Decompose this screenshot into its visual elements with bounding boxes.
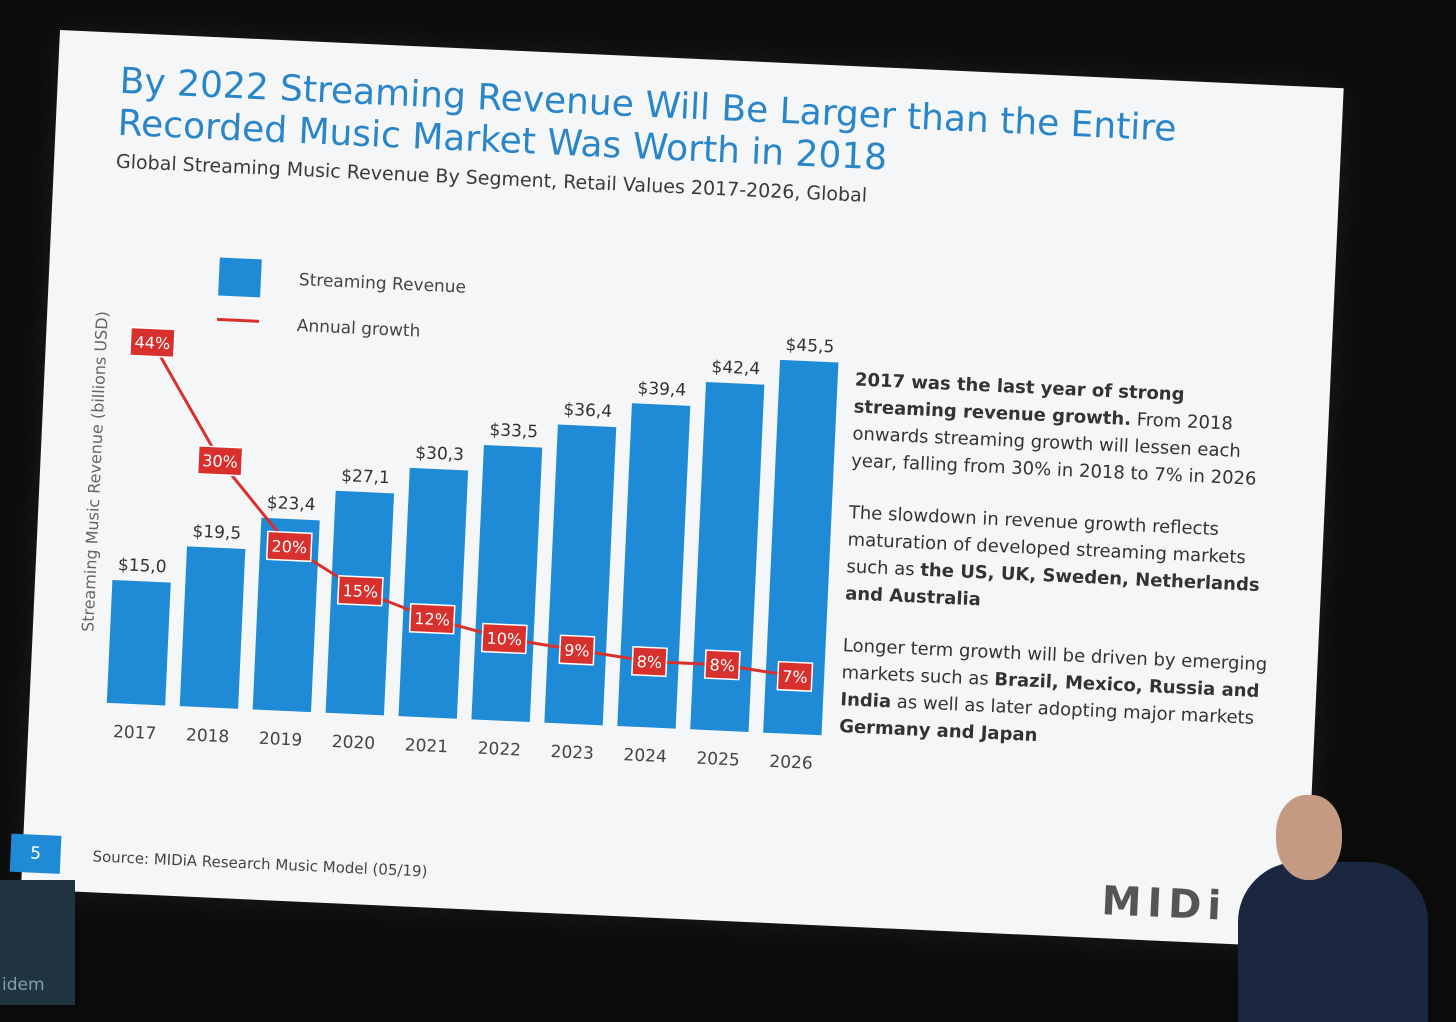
- bar-2024: [617, 403, 691, 729]
- x-tick-label-2021: 2021: [404, 735, 448, 757]
- legend-swatch-growth: [216, 317, 260, 323]
- bar-2021: [398, 467, 469, 719]
- note-3-bold-2: Germany and Japan: [838, 716, 1038, 747]
- podium: [0, 880, 75, 1005]
- x-tick-label-2019: 2019: [258, 729, 302, 751]
- growth-label-box-2026: [776, 660, 814, 692]
- growth-label-2019: 20%: [271, 537, 307, 558]
- growth-label-2022: 10%: [486, 629, 522, 650]
- growth-label-2024: 8%: [636, 652, 662, 672]
- note-1: 2017 was the last year of strong streami…: [851, 366, 1285, 493]
- midia-logo: MIDi: [1100, 878, 1229, 930]
- growth-label-2021: 12%: [414, 609, 450, 630]
- growth-label-2023: 9%: [564, 640, 590, 660]
- growth-label-2025: 8%: [709, 655, 735, 675]
- x-tick-label-2020: 2020: [331, 732, 375, 754]
- bar-value-label-2025: $42,4: [711, 357, 761, 379]
- growth-label-2018: 30%: [202, 451, 238, 472]
- x-tick-label-2017: 2017: [113, 722, 157, 744]
- x-tick-label-2018: 2018: [186, 725, 230, 747]
- growth-label-2020: 15%: [342, 581, 378, 602]
- note-2: The slowdown in revenue growth reflects …: [845, 499, 1279, 626]
- growth-label-2017: 44%: [134, 333, 170, 354]
- growth-label-box-2022: [480, 622, 528, 655]
- growth-label-box-2020: [336, 574, 384, 607]
- bar-value-label-2026: $45,5: [785, 335, 835, 357]
- growth-label-2026: 7%: [782, 667, 808, 687]
- legend-label-growth: Annual growth: [296, 316, 420, 342]
- page-number: 5: [9, 833, 62, 874]
- bar-2022: [471, 444, 543, 723]
- bar-value-label-2021: $30,3: [415, 443, 465, 465]
- growth-label-box-2025: [703, 649, 741, 681]
- bar-2019: [252, 517, 320, 713]
- slide: By 2022 Streaming Revenue Will Be Larger…: [9, 30, 1344, 948]
- x-tick-label-2024: 2024: [623, 745, 667, 767]
- x-tick-label-2026: 2026: [769, 752, 813, 774]
- podium-label: idem: [2, 975, 45, 995]
- growth-label-box-2019: [265, 530, 313, 563]
- bar-2025: [690, 381, 765, 732]
- x-tick-label-2023: 2023: [550, 742, 594, 764]
- bar-2026: [763, 359, 839, 736]
- x-tick-label-2025: 2025: [696, 749, 740, 771]
- x-tick-label-2022: 2022: [477, 739, 521, 761]
- note-3: Longer term growth will be driven by eme…: [839, 632, 1273, 759]
- speaker-body: [1238, 862, 1428, 1022]
- growth-line: [151, 341, 796, 678]
- growth-label-box-2023: [558, 634, 596, 666]
- growth-label-box-2024: [631, 646, 668, 678]
- slide-notes: 2017 was the last year of strong streami…: [837, 366, 1285, 784]
- growth-label-box-2017: [129, 326, 176, 359]
- bar-value-label-2017: $15,0: [117, 555, 167, 577]
- growth-label-box-2018: [196, 445, 244, 477]
- bar-value-label-2023: $36,4: [563, 400, 613, 422]
- legend-swatch-streaming: [218, 257, 262, 298]
- legend-label-streaming: Streaming Revenue: [298, 270, 466, 298]
- speaker-head: [1276, 795, 1342, 880]
- bar-value-label-2020: $27,1: [341, 466, 391, 488]
- growth-label-box-2021: [408, 602, 456, 635]
- bar-value-label-2024: $39,4: [637, 378, 687, 400]
- bar-value-label-2022: $33,5: [489, 420, 539, 442]
- bar-line-chart: Streaming Revenue Annual growth $15,0 2017 $…: [106, 257, 839, 774]
- bar-2023: [544, 424, 617, 726]
- bar-value-label-2019: $23,4: [266, 493, 316, 515]
- source-note: Source: MIDiA Research Music Model (05/1…: [92, 847, 428, 881]
- bar-value-label-2018: $19,5: [192, 522, 242, 544]
- bar-2018: [179, 546, 246, 709]
- bar-2017: [106, 579, 171, 706]
